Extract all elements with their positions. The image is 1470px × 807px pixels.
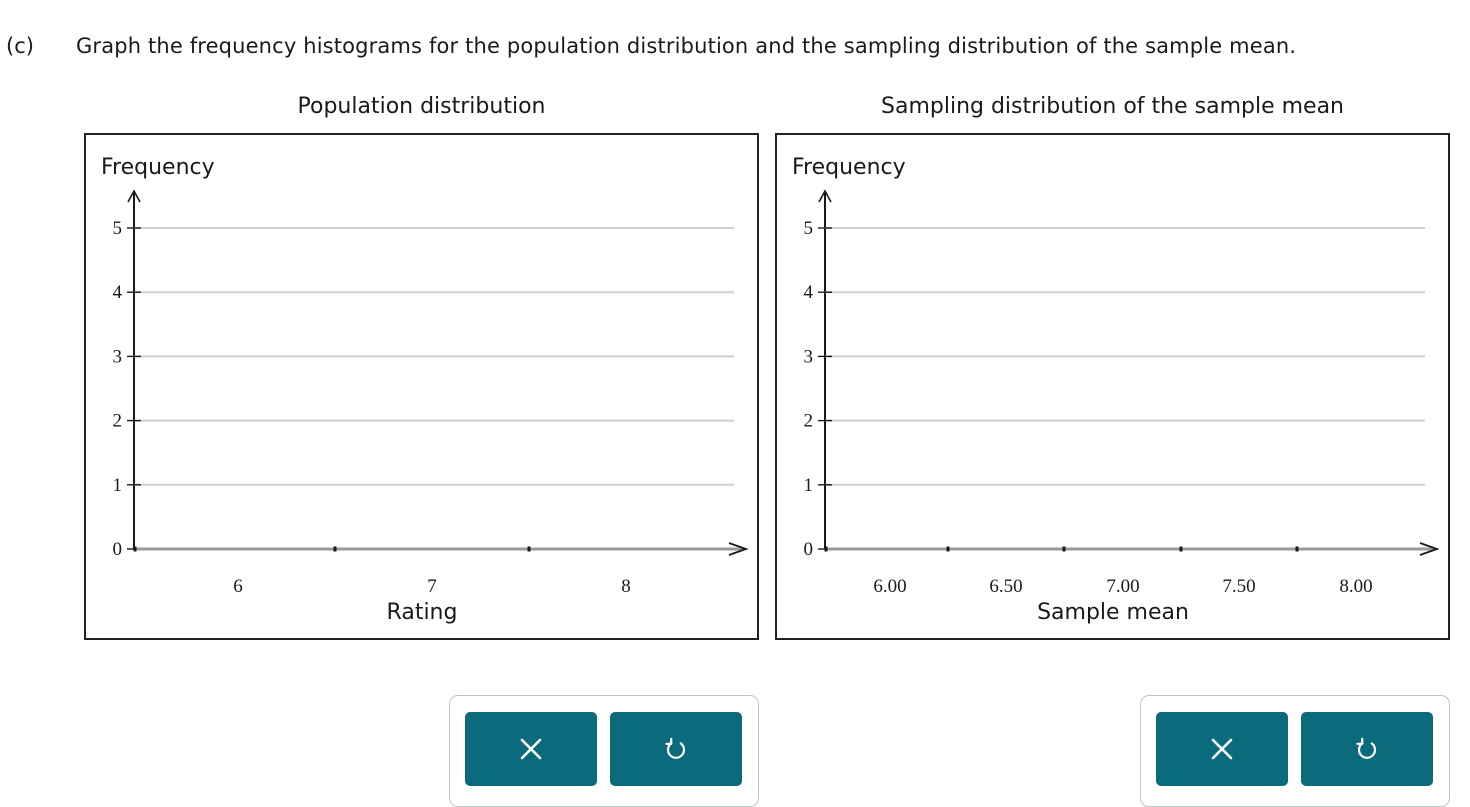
x-tick-label: 7	[427, 576, 437, 597]
x-tick-label: 7.00	[1106, 576, 1139, 597]
y-tick-label: 4	[113, 282, 123, 303]
y-axis-arrow-icon	[127, 189, 141, 203]
y-tick-label: 0	[113, 539, 123, 560]
clear-button[interactable]	[465, 712, 597, 786]
y-tick-label: 2	[113, 411, 123, 432]
y-tick-label: 5	[113, 218, 123, 239]
bin-boundary-marker	[133, 546, 137, 552]
population-graph-title: Population distribution	[297, 94, 546, 119]
sampling-histogram-chart[interactable]: 0 1 2 3 4 5 6.00 6.50 7.00 7.50 8.00 Frequency Sampl…	[777, 135, 1448, 638]
close-icon	[520, 738, 542, 760]
question-prompt: Graph the frequency histograms for the p…	[76, 34, 1297, 58]
x-axis-title: Rating	[387, 600, 458, 625]
sampling-histogram-panel[interactable]: 0 1 2 3 4 5 6.00 6.50 7.00 7.50 8.00 Frequency Sampl…	[775, 133, 1450, 640]
bin-boundary-marker	[527, 546, 531, 552]
y-tick-label: 4	[804, 282, 814, 303]
x-tick-label: 8.00	[1339, 576, 1372, 597]
y-tick-label: 1	[804, 475, 814, 496]
y-tick-label: 3	[113, 346, 123, 367]
x-axis-arrow-icon	[728, 542, 749, 556]
y-tick-label: 1	[113, 475, 123, 496]
clear-button[interactable]	[1156, 712, 1288, 786]
x-axis-arrow-icon	[1419, 542, 1440, 556]
sampling-graph-toolbar	[1140, 695, 1450, 807]
undo-button[interactable]	[610, 712, 742, 786]
x-tick-label: 6.00	[873, 576, 906, 597]
undo-icon	[1356, 737, 1377, 759]
population-histogram-chart[interactable]: 0 1 2 3 4 5 6 7 8 Frequency Rating	[86, 135, 757, 638]
question-part-label: (c)	[6, 34, 34, 58]
close-icon	[1211, 738, 1233, 760]
population-histogram-panel[interactable]: 0 1 2 3 4 5 6 7 8 Frequency Rating	[84, 133, 759, 640]
bin-boundary-marker	[333, 546, 337, 552]
y-axis-title: Frequency	[101, 155, 215, 180]
y-tick-label: 5	[804, 218, 814, 239]
y-axis-arrow-icon	[818, 189, 832, 203]
x-tick-label: 8	[621, 576, 631, 597]
y-tick-label: 0	[804, 539, 814, 560]
x-axis-title: Sample mean	[1037, 600, 1189, 625]
bin-boundary-marker	[824, 546, 828, 552]
undo-icon	[665, 737, 686, 759]
bin-boundary-marker	[946, 546, 950, 552]
bin-boundary-marker	[1179, 546, 1183, 552]
x-tick-label: 7.50	[1222, 576, 1255, 597]
bin-boundary-marker	[1062, 546, 1066, 552]
sampling-graph-title: Sampling distribution of the sample mean	[881, 94, 1344, 119]
x-tick-label: 6.50	[989, 576, 1022, 597]
y-axis-title: Frequency	[792, 155, 906, 180]
y-tick-label: 2	[804, 411, 814, 432]
population-graph-toolbar	[449, 695, 759, 807]
undo-button[interactable]	[1301, 712, 1433, 786]
x-tick-label: 6	[233, 576, 243, 597]
bin-boundary-marker	[1295, 546, 1299, 552]
y-tick-label: 3	[804, 346, 814, 367]
